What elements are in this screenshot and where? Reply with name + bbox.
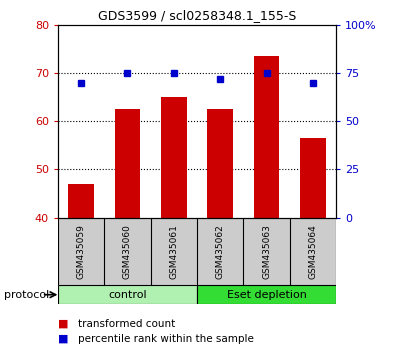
Text: ■: ■: [58, 319, 68, 329]
Bar: [300, 138, 326, 218]
Text: GSM435063: GSM435063: [262, 224, 271, 279]
Bar: [68, 184, 94, 218]
Text: GSM435062: GSM435062: [216, 224, 225, 279]
Bar: [115, 109, 140, 218]
Bar: [58, 285, 197, 304]
Text: GSM435059: GSM435059: [77, 224, 86, 279]
Text: GSM435061: GSM435061: [169, 224, 178, 279]
Text: transformed count: transformed count: [78, 319, 175, 329]
Title: GDS3599 / scl0258348.1_155-S: GDS3599 / scl0258348.1_155-S: [98, 9, 296, 22]
Bar: [197, 285, 336, 304]
Text: protocol: protocol: [4, 290, 49, 300]
Text: GSM435060: GSM435060: [123, 224, 132, 279]
Bar: [208, 109, 233, 218]
Bar: [161, 97, 186, 218]
Text: Eset depletion: Eset depletion: [226, 290, 306, 300]
Text: control: control: [108, 290, 147, 300]
Text: GSM435064: GSM435064: [308, 224, 317, 279]
Bar: [254, 56, 279, 218]
Text: ■: ■: [58, 334, 68, 344]
Text: percentile rank within the sample: percentile rank within the sample: [78, 334, 254, 344]
